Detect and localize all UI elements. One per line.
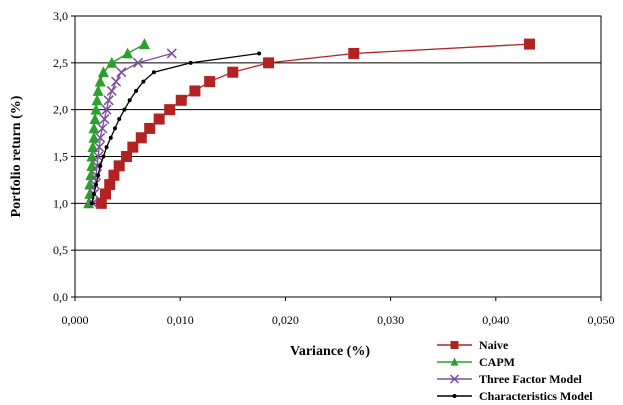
- y-tick-label: 2,5: [53, 56, 68, 70]
- data-point: [101, 104, 112, 115]
- legend-marker: [450, 341, 459, 349]
- y-axis: 0,0 0,5 1,0 1,5 2,0 2,5 3,0: [53, 9, 75, 304]
- data-point: [96, 173, 101, 178]
- y-tick-label: 1,0: [53, 196, 68, 210]
- data-point: [138, 38, 150, 50]
- data-point: [257, 51, 262, 56]
- data-point: [103, 95, 114, 106]
- data-point: [91, 191, 96, 196]
- legend-marker: [450, 357, 459, 366]
- data-point: [117, 117, 122, 122]
- legend-label: CAPM: [479, 355, 515, 369]
- data-point: [104, 179, 116, 191]
- data-point: [90, 103, 102, 115]
- data-point: [127, 98, 132, 103]
- y-tick-label: 0,5: [53, 243, 68, 257]
- series-naive: [95, 38, 535, 209]
- data-point: [113, 160, 125, 172]
- data-point: [151, 70, 156, 75]
- data-point: [153, 113, 165, 125]
- data-point: [112, 126, 117, 131]
- data-point: [93, 151, 104, 162]
- data-point: [94, 142, 105, 153]
- data-point: [144, 122, 156, 134]
- legend-item: Naive: [437, 338, 509, 352]
- legend-item: Characteristics Model: [437, 389, 593, 403]
- data-point: [122, 47, 134, 59]
- data-point: [104, 145, 109, 150]
- data-point: [121, 151, 133, 162]
- data-point: [99, 114, 110, 125]
- data-point: [97, 123, 108, 134]
- data-point: [101, 154, 106, 159]
- legend-label: Three Factor Model: [479, 372, 583, 386]
- legend-marker: [449, 374, 460, 384]
- series-group: [83, 38, 535, 209]
- data-point: [523, 38, 535, 50]
- y-tick-label: 3,0: [53, 9, 68, 23]
- data-point: [94, 182, 99, 187]
- data-point: [106, 56, 118, 68]
- data-point: [88, 131, 100, 143]
- data-point: [188, 60, 193, 65]
- data-point: [166, 48, 177, 59]
- data-point: [89, 113, 101, 124]
- x-tick-label: 0,040: [482, 313, 509, 327]
- data-point: [348, 47, 360, 59]
- legend-marker: [452, 394, 457, 398]
- data-point: [175, 94, 187, 106]
- data-point: [127, 141, 139, 153]
- data-point: [116, 67, 127, 78]
- data-point: [108, 169, 120, 181]
- data-point: [110, 76, 122, 87]
- x-tick-label: 0,050: [588, 313, 615, 327]
- data-point: [89, 201, 94, 206]
- data-point: [227, 66, 239, 78]
- x-tick-label: 0,030: [377, 313, 404, 327]
- y-tick-label: 2,0: [53, 103, 68, 117]
- series-line: [100, 43, 530, 204]
- data-point: [95, 197, 107, 209]
- data-point: [164, 104, 176, 116]
- y-axis-title: Portfolio return (%): [9, 95, 24, 217]
- data-point: [133, 57, 144, 68]
- data-point: [106, 85, 117, 96]
- data-point: [87, 141, 99, 153]
- series-characteristics-model: [89, 51, 262, 206]
- data-point: [204, 76, 216, 88]
- data-point: [134, 88, 139, 93]
- legend-label: Characteristics Model: [479, 389, 593, 403]
- legend-item: CAPM: [437, 355, 515, 369]
- data-point: [189, 85, 201, 97]
- data-point: [91, 94, 103, 106]
- data-point: [86, 150, 98, 162]
- legend-item: Three Factor Model: [437, 372, 583, 386]
- y-tick-label: 0,0: [53, 290, 68, 304]
- data-point: [88, 122, 100, 134]
- x-axis-title: Variance (%): [290, 344, 370, 359]
- data-point: [100, 188, 112, 200]
- data-point: [97, 66, 109, 78]
- data-point: [94, 75, 106, 87]
- data-point: [108, 135, 113, 140]
- data-point: [122, 107, 127, 112]
- data-point: [95, 132, 106, 143]
- x-tick-label: 0,000: [62, 313, 89, 327]
- x-tick-label: 0,020: [272, 313, 299, 327]
- data-point: [92, 84, 104, 96]
- x-tick-label: 0,010: [167, 313, 194, 327]
- y-tick-label: 1,5: [53, 150, 68, 164]
- data-point: [263, 57, 275, 69]
- legend: Naive CAPM Three Factor Model Characteristi…: [437, 338, 593, 403]
- legend-label: Naive: [479, 338, 509, 352]
- x-axis: 0,000 0,010 0,020 0,030 0,040 0,050: [62, 297, 615, 327]
- data-point: [98, 163, 103, 168]
- data-point: [135, 132, 147, 144]
- data-point: [141, 79, 146, 84]
